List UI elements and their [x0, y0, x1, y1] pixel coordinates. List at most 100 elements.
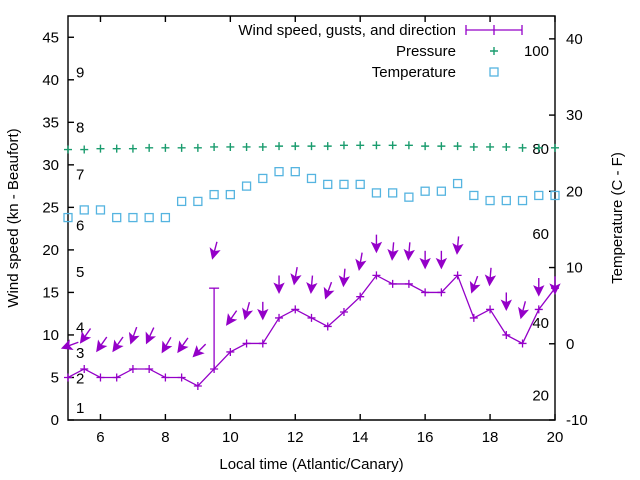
temperature-marker — [79, 205, 89, 215]
beaufort-scale-label: 9 — [76, 64, 84, 81]
y-ticklabel-right: 10 — [566, 260, 583, 277]
temperature-marker — [241, 181, 252, 191]
wind-speed-marker — [112, 373, 121, 382]
arrow-head — [338, 275, 350, 288]
wind-direction-arrow — [112, 336, 124, 353]
temperature-marker — [355, 179, 365, 190]
arrow-head — [387, 248, 399, 261]
temperature-marker — [339, 179, 349, 190]
wind-speed-marker — [307, 313, 316, 322]
wind-direction-arrow — [192, 343, 207, 358]
y-ticklabel-left: 10 — [42, 327, 59, 344]
arrow-head — [257, 308, 269, 321]
wind-direction-arrow — [338, 268, 350, 288]
arrow-head — [209, 247, 221, 260]
beaufort-scale-label: 7 — [76, 166, 84, 183]
wind-direction-arrow — [209, 241, 221, 260]
temperature-marker — [436, 186, 447, 196]
fahrenheit-scale-label: 60 — [532, 226, 549, 243]
y-axis-title-left: Wind speed (kn - Beaufort) — [5, 128, 22, 307]
pressure-marker — [80, 145, 89, 154]
wind-speed-marker — [372, 271, 381, 280]
temperature-marker — [160, 212, 171, 223]
wind-speed-marker — [64, 373, 72, 382]
plot-frame — [67, 15, 556, 421]
pressure-marker — [145, 143, 154, 152]
y-ticklabel-left: 40 — [42, 72, 59, 89]
arrow-head — [96, 339, 108, 353]
arrow-head — [242, 307, 254, 321]
temperature-marker — [225, 189, 235, 200]
pressure-marker — [128, 144, 137, 153]
wind-direction-arrow — [452, 236, 464, 255]
temperature-marker — [306, 173, 317, 184]
wind-direction-arrow — [387, 242, 399, 261]
x-ticklabel: 16 — [417, 429, 434, 446]
arrow-head — [323, 286, 335, 300]
wind-speed-marker — [502, 330, 511, 339]
fahrenheit-scale-label: 20 — [532, 387, 549, 404]
pressure-marker — [161, 143, 170, 152]
wind-direction-arrow — [484, 267, 497, 287]
arrow-head — [128, 331, 140, 345]
temperature-marker — [371, 188, 382, 198]
x-ticklabel: 12 — [287, 429, 304, 446]
wind-speed-marker — [323, 322, 332, 331]
wind-speed-marker — [453, 271, 462, 280]
temperature-marker — [209, 189, 219, 200]
wind-speed-marker — [388, 279, 397, 288]
wind-speed-marker — [534, 305, 543, 314]
wind-direction-arrow — [469, 275, 481, 294]
arrow-head — [145, 331, 156, 345]
arrow-head — [452, 242, 464, 255]
wind-direction-arrow — [549, 276, 561, 295]
temperature-marker — [534, 190, 544, 201]
temperature-marker — [274, 166, 284, 177]
arrow-head — [469, 280, 481, 294]
temperature-marker — [517, 195, 528, 206]
pressure-marker — [372, 141, 381, 150]
wind-speed-marker — [518, 339, 527, 348]
wind-speed-marker — [421, 288, 430, 297]
pressure-marker — [258, 142, 267, 151]
pressure-marker — [453, 142, 462, 151]
arrow-head — [500, 299, 512, 312]
pressure-marker — [502, 142, 511, 151]
legend-label: Temperature — [372, 64, 456, 81]
y-ticklabel-left: 30 — [42, 157, 59, 174]
legend-label: Wind speed, gusts, and direction — [238, 22, 456, 39]
beaufort-scale-label: 3 — [76, 345, 84, 362]
wind-speed-marker — [210, 364, 219, 373]
wind-speed-marker — [193, 381, 202, 390]
x-ticklabel: 14 — [352, 429, 369, 446]
x-ticklabel: 10 — [222, 429, 239, 446]
legend-sample-pressure — [490, 47, 498, 55]
wind-direction-arrow — [257, 301, 269, 321]
y-ticklabel-left: 45 — [42, 29, 59, 46]
wind-direction-arrow — [60, 339, 79, 351]
wind-speed-marker — [291, 305, 300, 314]
wind-speed-marker — [242, 339, 251, 348]
arrow-head — [225, 313, 238, 326]
pressure-marker — [486, 142, 495, 151]
wind-speed-marker — [486, 305, 495, 314]
wind-speed-marker — [226, 347, 235, 356]
y-ticklabel-left: 35 — [42, 114, 59, 131]
temperature-marker — [144, 212, 154, 223]
pressure-marker — [210, 142, 219, 151]
arrow-head — [161, 340, 173, 354]
wind-speed-marker — [96, 373, 105, 382]
beaufort-scale-label: 1 — [76, 400, 84, 417]
wind-direction-arrow — [290, 267, 302, 286]
y-ticklabel-left: 20 — [42, 242, 59, 259]
pressure-marker — [64, 145, 72, 154]
wind-speed-marker — [128, 364, 137, 373]
pressure-marker — [242, 142, 251, 151]
temperature-marker — [485, 195, 495, 206]
temperature-marker — [323, 179, 333, 190]
temperature-marker — [128, 212, 138, 223]
y-ticklabel-right: 0 — [566, 336, 574, 353]
y-ticklabel-right: -10 — [566, 412, 588, 429]
pressure-marker — [291, 142, 300, 151]
